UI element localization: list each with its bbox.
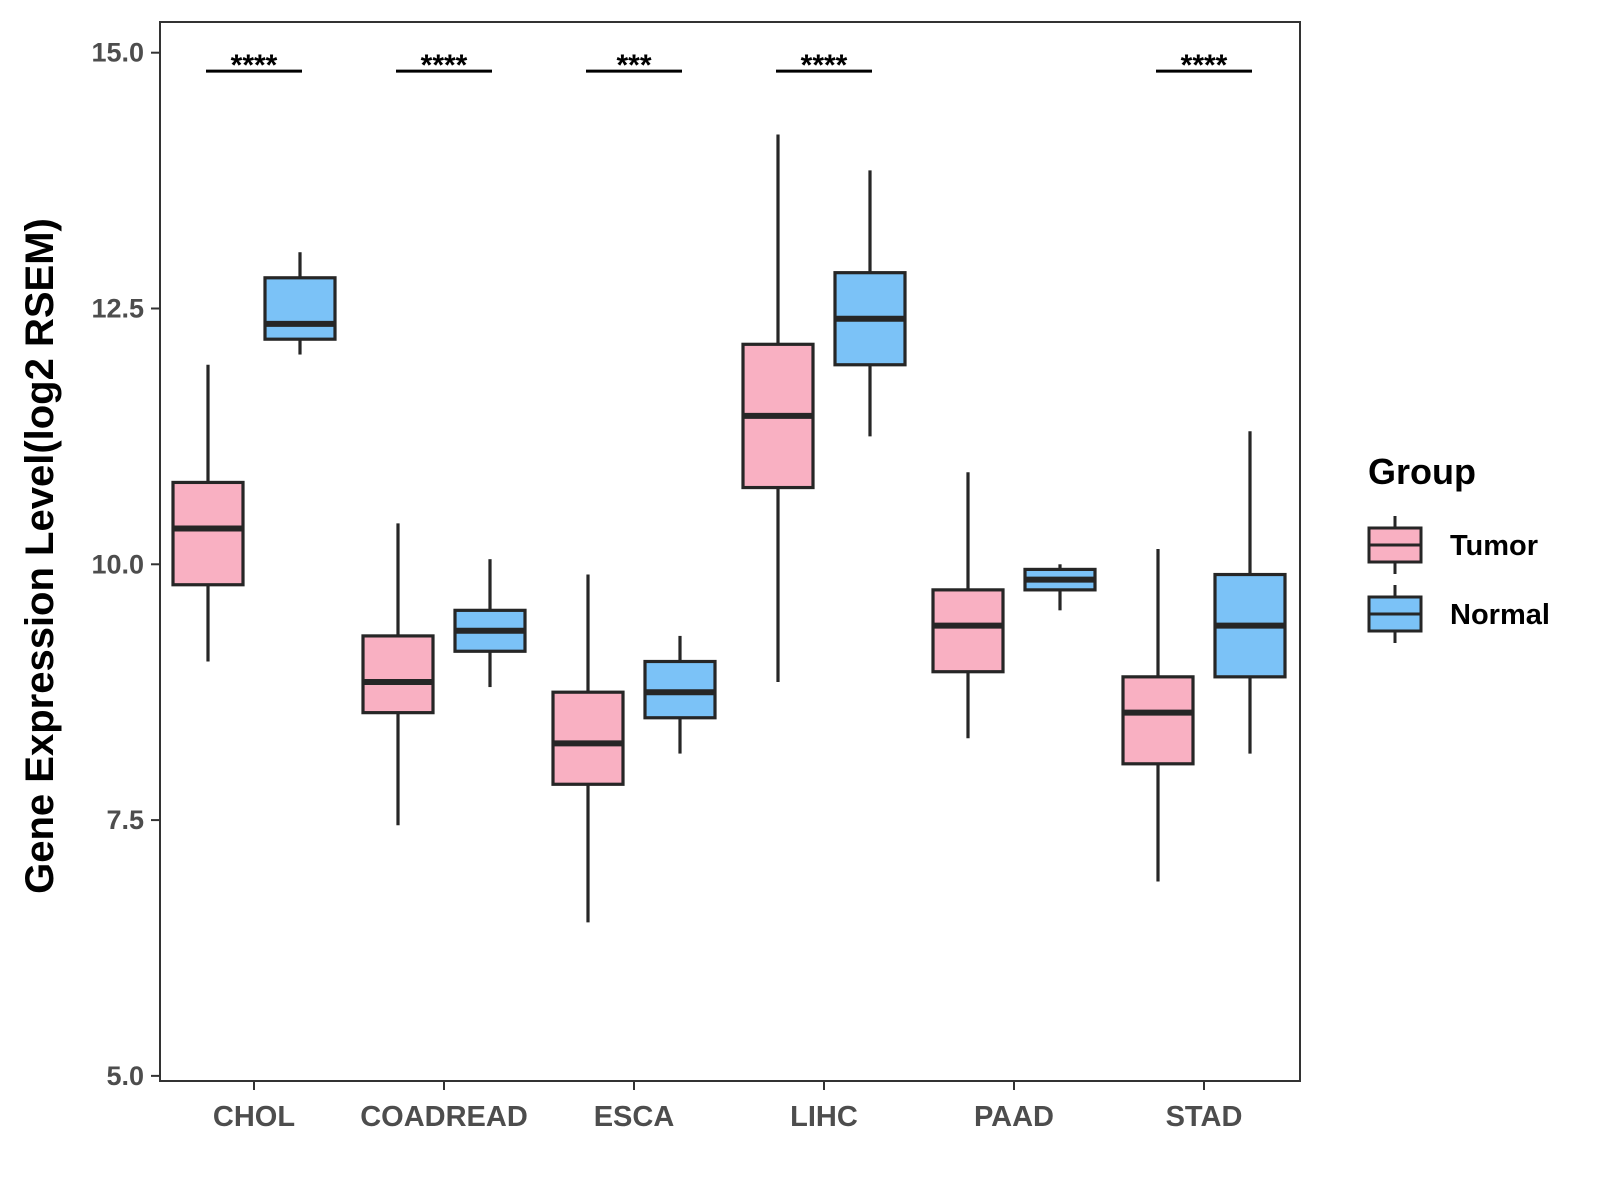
box-normal-lihc: [833, 170, 907, 437]
significance-label: ****: [801, 49, 848, 82]
box-iqr: [171, 480, 245, 587]
x-tick-label: COADREAD: [360, 1101, 528, 1133]
y-tick-label: 12.5: [91, 293, 144, 323]
y-axis-title: Gene Expression Level(log2 RSEM): [18, 218, 62, 894]
y-axis: 5.0 7.5 10.0 12.5 15.0: [91, 38, 160, 1091]
plot-area: [159, 21, 1301, 1082]
box-tumor-coadread: [361, 523, 435, 826]
y-tick-label: 5.0: [106, 1061, 144, 1091]
significance-annotations: **** **** *** **** ****: [206, 49, 1252, 82]
box-tumor-chol: [171, 364, 245, 662]
significance-label: ****: [231, 49, 278, 82]
box-tumor-paad: [931, 472, 1005, 739]
significance-label: ****: [421, 49, 468, 82]
x-tick-label: CHOL: [213, 1101, 295, 1133]
significance-label: ***: [616, 49, 651, 82]
box-series: [171, 134, 1287, 923]
legend-label: Tumor: [1450, 530, 1538, 562]
x-tick-label: PAAD: [974, 1101, 1054, 1133]
box-iqr: [931, 588, 1005, 674]
box-normal-esca: [643, 635, 717, 754]
legend-title: Group: [1368, 451, 1476, 492]
legend-label: Normal: [1450, 599, 1550, 631]
panel-border: [159, 21, 1301, 1082]
box-normal-chol: [263, 252, 337, 355]
box-iqr: [551, 690, 625, 786]
box-normal-coadread: [453, 559, 527, 688]
box-tumor-esca: [551, 574, 625, 923]
significance-label: ****: [1181, 49, 1228, 82]
x-tick-label: STAD: [1166, 1101, 1243, 1133]
legend-item-tumor: Tumor: [1367, 516, 1538, 574]
legend: Group Tumor Normal: [1367, 451, 1550, 643]
x-tick-label: ESCA: [594, 1101, 675, 1133]
box-tumor-lihc: [741, 134, 815, 682]
y-tick-label: 10.0: [91, 549, 144, 579]
box-normal-stad: [1213, 431, 1287, 754]
box-iqr: [263, 276, 337, 341]
y-tick-label: 15.0: [91, 38, 144, 68]
box-iqr: [361, 634, 435, 715]
box-normal-paad: [1023, 564, 1097, 611]
y-tick-label: 7.5: [106, 805, 144, 835]
legend-item-normal: Normal: [1367, 585, 1550, 643]
x-tick-label: LIHC: [790, 1101, 858, 1133]
x-axis: CHOL COADREAD ESCA LIHC PAAD STAD: [213, 1081, 1242, 1133]
box-tumor-stad: [1121, 548, 1195, 882]
box-iqr: [1121, 675, 1195, 766]
